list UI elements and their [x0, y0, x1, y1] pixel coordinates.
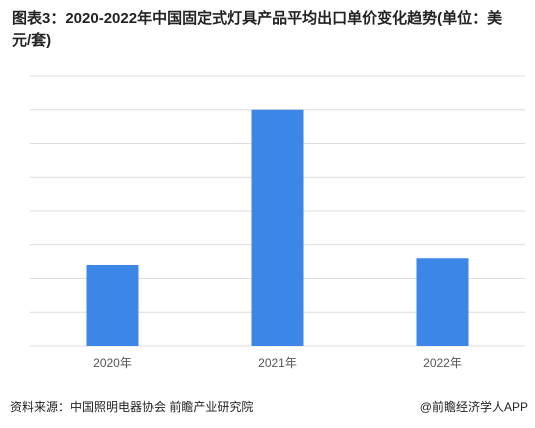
credit: @前瞻经济学人APP: [420, 399, 528, 414]
chart-title: 图表3：2020-2022年中国固定式灯具产品平均出口单价变化趋势(单位：美元/…: [12, 10, 503, 49]
x-tick-label: 2021年: [258, 356, 297, 370]
x-tick-label: 2022年: [423, 356, 462, 370]
bar: [86, 265, 139, 346]
bar: [416, 258, 469, 346]
source: 资料来源：中国照明电器协会 前瞻产业研究院: [10, 399, 253, 414]
bar: [251, 109, 304, 346]
x-tick-label: 2020年: [93, 356, 132, 370]
